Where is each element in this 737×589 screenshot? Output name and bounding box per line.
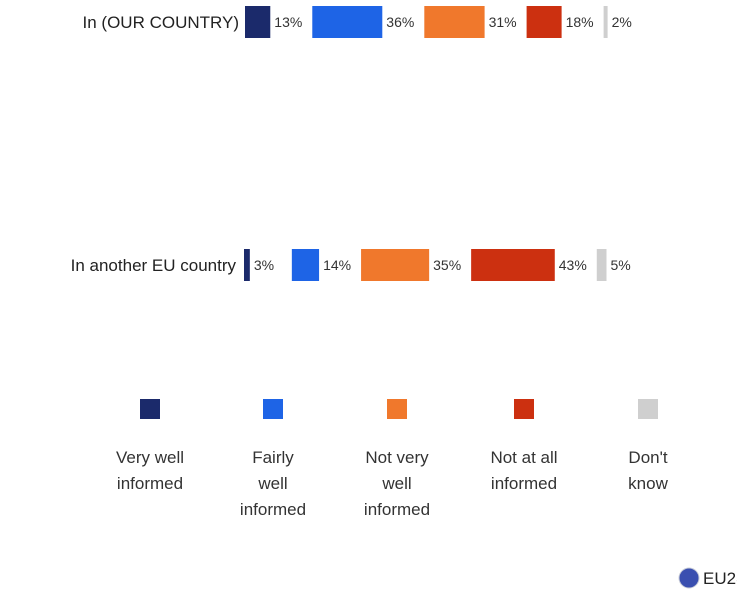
legend-swatch (387, 399, 407, 419)
data-label: 2% (612, 14, 632, 30)
data-label: 31% (489, 14, 517, 30)
data-label: 43% (559, 257, 587, 273)
category-label: In another EU country (71, 256, 237, 275)
bar-segment (596, 249, 607, 281)
eu28-badge: EU28 (678, 567, 737, 589)
bar-segment (471, 249, 555, 281)
data-label: 18% (566, 14, 594, 30)
bar-segment (603, 6, 608, 38)
bar-segment (245, 6, 271, 38)
bar-segment (526, 6, 562, 38)
data-label: 36% (386, 14, 414, 30)
bar-segment (291, 249, 320, 281)
data-label: 14% (323, 257, 351, 273)
bar-segment (424, 6, 485, 38)
legend-swatch (638, 399, 658, 419)
bar-segment (361, 249, 430, 281)
data-label: 13% (274, 14, 302, 30)
data-label: 5% (611, 257, 631, 273)
bar-segment (312, 6, 383, 38)
bars-layer: In (OUR COUNTRY) 13% 36% 31% 18% 2% In another… (71, 6, 632, 281)
legend-label: Not very well informed (364, 448, 430, 519)
eu-flag-icon (678, 567, 700, 589)
legend-swatch (514, 399, 534, 419)
category-label: In (OUR COUNTRY) (83, 13, 239, 32)
bar-segment (244, 249, 250, 281)
legend-label: Fairly well informed (240, 448, 306, 519)
legend-swatch (263, 399, 283, 419)
legend: Very well informed Fairly well informed Not v… (116, 399, 669, 519)
legend-label: Very well informed (116, 448, 184, 493)
data-label: 3% (254, 257, 274, 273)
data-label: 35% (433, 257, 461, 273)
legend-swatch (140, 399, 160, 419)
legend-label: Don't know (628, 448, 668, 493)
badge-label: EU28 (703, 569, 737, 588)
legend-label: Not at all informed (490, 448, 557, 493)
